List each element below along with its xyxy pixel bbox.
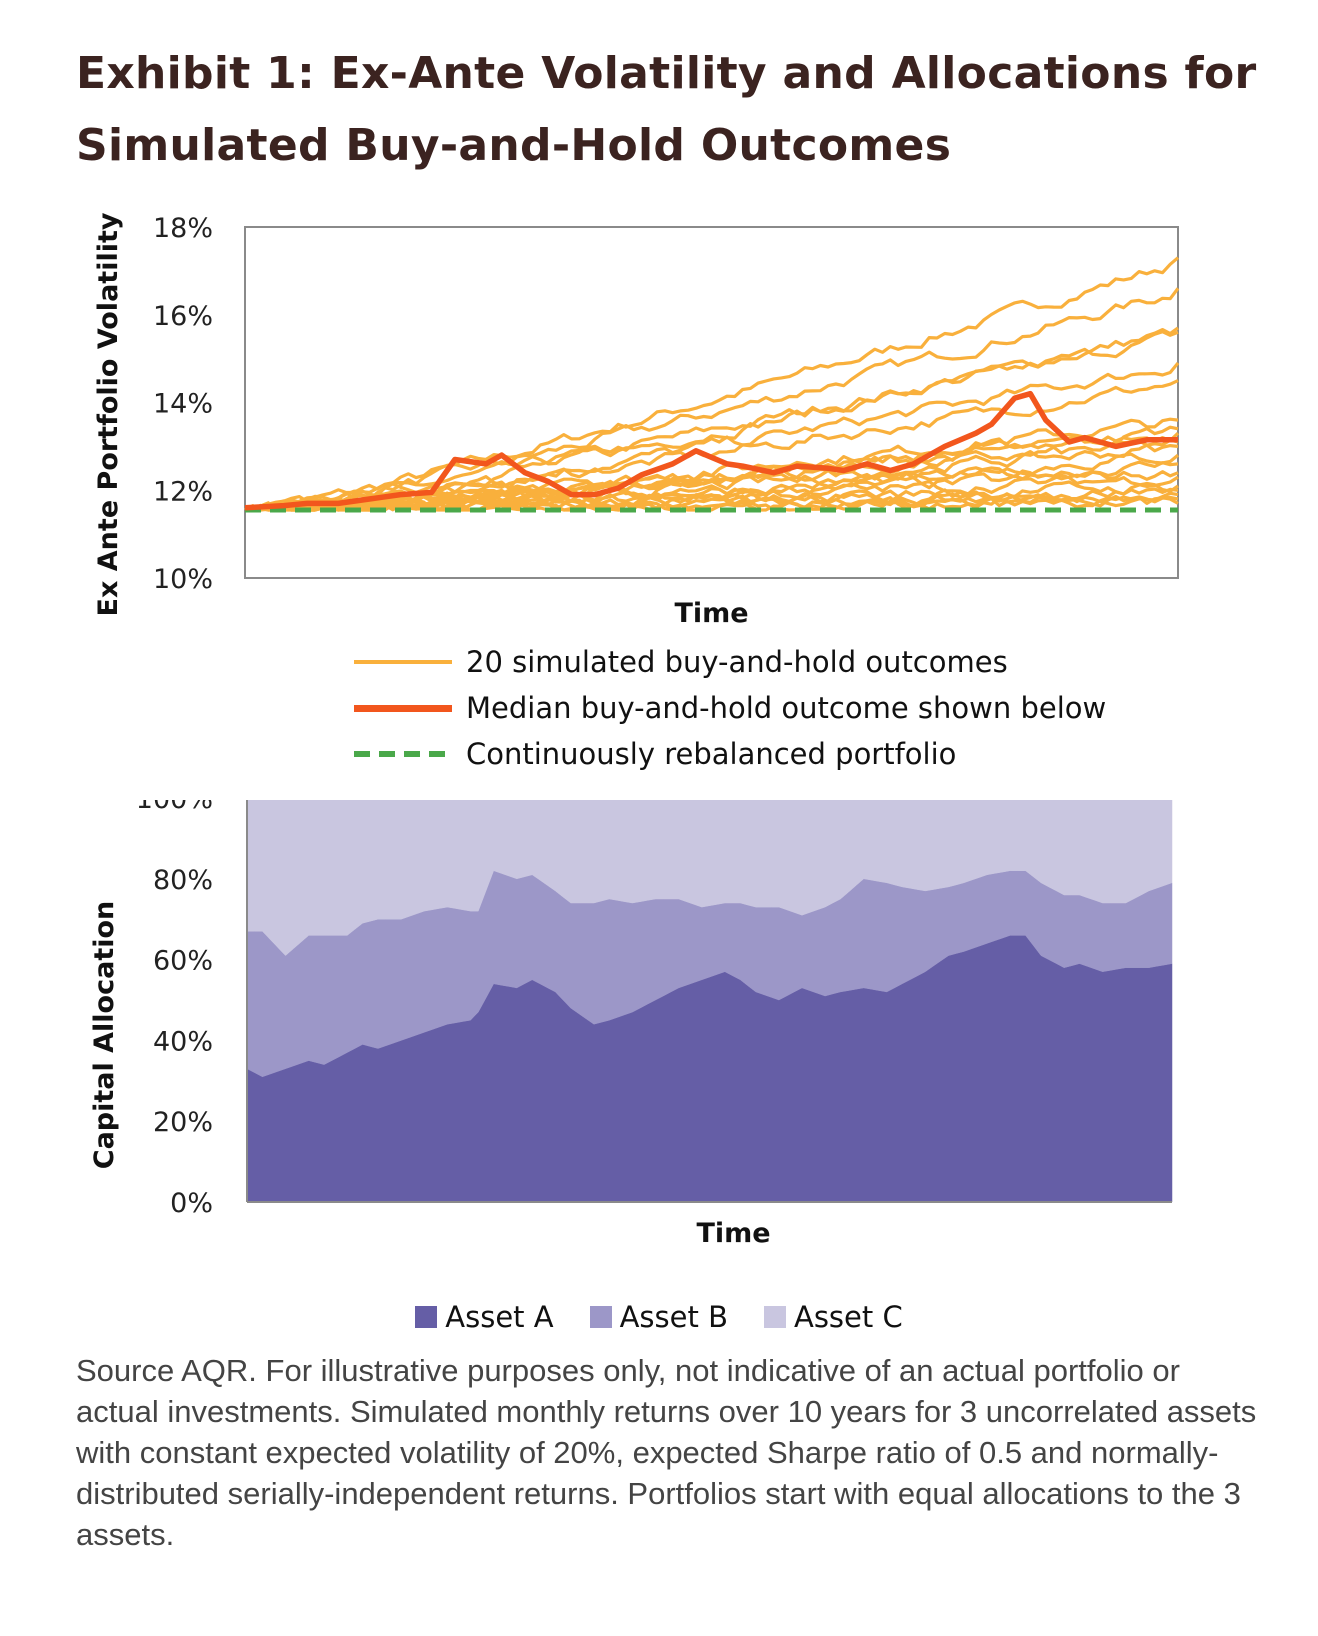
simulated-outcome-line-4 bbox=[244, 330, 1179, 512]
simulated-outcome-line-1 bbox=[244, 256, 1180, 512]
simulated-outcome-line-3 bbox=[244, 326, 1179, 512]
x-axis-label: Time bbox=[674, 598, 748, 629]
simulated-outcome-line-20 bbox=[244, 495, 1179, 512]
x-axis-label: Time bbox=[696, 1218, 770, 1249]
y-tick-label: 100% bbox=[136, 800, 213, 815]
legend-label-rebalanced: Continuously rebalanced portfolio bbox=[466, 737, 957, 771]
y-tick-label: 40% bbox=[153, 1026, 213, 1057]
legend-swatch-median bbox=[354, 704, 452, 712]
allocation-area-chart: 0% 20% 40% 60% 80% 100% Capital Allocation Time bbox=[89, 800, 1173, 1249]
y-tick-label: 10% bbox=[153, 564, 213, 595]
simulated-outcome-line-5 bbox=[245, 361, 1180, 512]
area-asset-c bbox=[246, 800, 1173, 956]
y-tick-label: 12% bbox=[153, 476, 213, 507]
legend-label-asset-a: Asset A bbox=[445, 1300, 554, 1334]
legend-item-asset-c: Asset C bbox=[763, 1300, 903, 1334]
legend-swatch-simulated bbox=[354, 660, 452, 664]
simulated-outcome-line-2 bbox=[245, 287, 1180, 512]
y-tick-label: 16% bbox=[153, 301, 213, 332]
legend-label-asset-b: Asset B bbox=[619, 1300, 728, 1334]
median-outcome-line bbox=[244, 390, 1178, 511]
y-tick-label: 80% bbox=[153, 865, 213, 896]
legend-label-asset-c: Asset C bbox=[793, 1300, 903, 1334]
chart-title-line-1: Exhibit 1: Ex-Ante Volatility and Alloca… bbox=[76, 48, 1257, 99]
legend-item-rebalanced: Continuously rebalanced portfolio bbox=[354, 737, 956, 771]
y-axis-label: Ex Ante Portfolio Volatility bbox=[93, 212, 124, 616]
source-note: Source AQR. For illustrative purposes on… bbox=[76, 1353, 1257, 1552]
legend-item-asset-a: Asset A bbox=[415, 1300, 554, 1334]
legend-item-median: Median buy-and-hold outcome shown below bbox=[354, 691, 1106, 725]
y-tick-label: 14% bbox=[153, 389, 213, 420]
allocation-legend: Asset A Asset B Asset C bbox=[0, 1300, 1318, 1334]
legend-label-median: Median buy-and-hold outcome shown below bbox=[466, 691, 1107, 725]
legend-swatch-rebalanced bbox=[354, 751, 452, 757]
y-tick-label: 0% bbox=[170, 1188, 213, 1219]
legend-swatch-asset-a bbox=[415, 1306, 438, 1328]
y-tick-label: 18% bbox=[153, 213, 213, 244]
y-tick-label: 60% bbox=[153, 946, 213, 977]
chart-title-line-2: Simulated Buy-and-Hold Outcomes bbox=[76, 120, 952, 171]
y-axis-label: Capital Allocation bbox=[89, 901, 120, 1170]
legend-item-asset-b: Asset B bbox=[589, 1300, 728, 1334]
legend-swatch-asset-b bbox=[589, 1306, 612, 1328]
volatility-line-chart: 10% 12% 14% 16% 18% Ex Ante Portfolio Volatil… bbox=[93, 212, 1180, 629]
legend-item-simulated: 20 simulated buy-and-hold outcomes bbox=[354, 645, 1008, 679]
legend-swatch-asset-c bbox=[763, 1306, 786, 1328]
chart-title: Exhibit 1: Ex-Ante Volatility and Alloca… bbox=[76, 38, 1276, 182]
y-tick-label: 20% bbox=[153, 1107, 213, 1138]
legend-label-simulated: 20 simulated buy-and-hold outcomes bbox=[466, 645, 1008, 679]
